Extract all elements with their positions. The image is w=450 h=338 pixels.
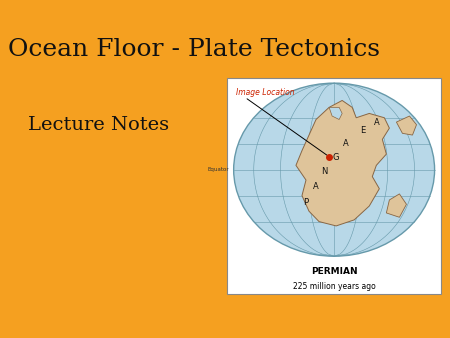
Text: Equator: Equator — [208, 167, 230, 172]
Polygon shape — [296, 100, 389, 226]
Text: P: P — [303, 198, 309, 207]
Text: G: G — [333, 153, 339, 162]
Text: A: A — [374, 118, 379, 127]
Polygon shape — [329, 107, 342, 120]
Polygon shape — [396, 116, 417, 135]
Polygon shape — [387, 194, 406, 217]
Text: A: A — [313, 183, 319, 192]
Text: PERMIAN: PERMIAN — [311, 267, 357, 276]
Text: N: N — [321, 167, 327, 176]
Text: Ocean Floor - Plate Tectonics: Ocean Floor - Plate Tectonics — [8, 38, 379, 61]
FancyBboxPatch shape — [227, 78, 441, 294]
Text: A: A — [343, 139, 349, 148]
Text: Image Location: Image Location — [236, 88, 294, 97]
Text: Lecture Notes: Lecture Notes — [28, 116, 170, 134]
Text: 225 million years ago: 225 million years ago — [293, 282, 375, 291]
Text: E: E — [360, 126, 365, 135]
Ellipse shape — [234, 83, 435, 256]
